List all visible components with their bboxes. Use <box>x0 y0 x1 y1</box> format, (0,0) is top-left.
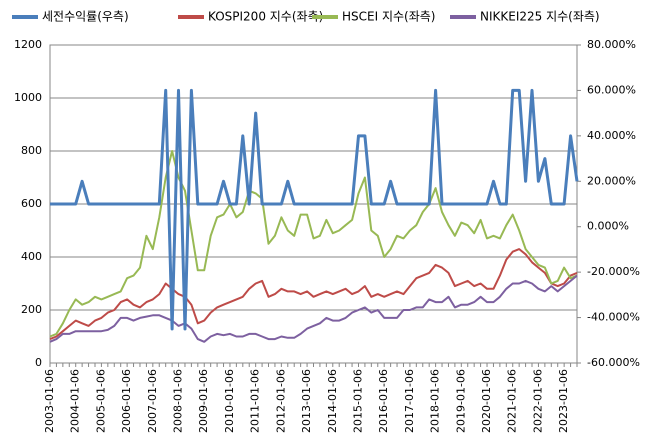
y2-tick-label: 40.000% <box>587 129 636 142</box>
y2-tick-label: 80.000% <box>587 38 636 51</box>
y2-tick-label: -40.000% <box>587 311 640 324</box>
series-line <box>49 274 578 343</box>
y2-tick-label: 20.000% <box>587 174 636 187</box>
x-tick-label: 2005-01-06 <box>94 369 107 433</box>
y2-tick-label: 60.000% <box>587 83 636 96</box>
legend-label: HSCEI 지수(좌측) <box>342 10 435 24</box>
series-line <box>50 88 579 331</box>
x-tick-label: 2014-01-06 <box>326 369 339 433</box>
legend-label: KOSPI200 지수(좌측) <box>208 10 323 24</box>
x-tick-label: 2007-01-06 <box>146 369 159 433</box>
x-tick-label: 2022-01-06 <box>531 369 544 433</box>
legend-label: 세전수익률(우측) <box>42 10 129 24</box>
x-tick-label: 2019-01-06 <box>454 369 467 433</box>
y-tick-label: 800 <box>21 144 42 157</box>
x-tick-label: 2012-01-06 <box>274 369 287 433</box>
x-tick-label: 2021-01-06 <box>506 369 519 433</box>
x-tick-label: 2009-01-06 <box>197 369 210 433</box>
y-tick-label: 0 <box>35 356 42 369</box>
x-tick-label: 2013-01-06 <box>300 369 313 433</box>
y2-tick-label: 0.000% <box>587 220 629 233</box>
x-tick-label: 2018-01-06 <box>429 369 442 433</box>
y-tick-label: 200 <box>21 303 42 316</box>
x-tick-label: 2015-01-06 <box>351 369 364 433</box>
y2-tick-label: -60.000% <box>587 356 640 369</box>
x-tick-label: 2023-01-06 <box>557 369 570 433</box>
y-tick-label: 1200 <box>14 38 42 51</box>
x-tick-label: 2010-01-06 <box>223 369 236 433</box>
x-tick-label: 2006-01-06 <box>120 369 133 433</box>
series-line <box>49 248 578 341</box>
legend-label: NIKKEI225 지수(좌측) <box>480 10 600 24</box>
x-tick-label: 2020-01-06 <box>480 369 493 433</box>
x-tick-label: 2017-01-06 <box>403 369 416 433</box>
x-tick-label: 2011-01-06 <box>249 369 262 433</box>
x-tick-label: 2016-01-06 <box>377 369 390 433</box>
y-tick-label: 600 <box>21 197 42 210</box>
x-tick-label: 2008-01-06 <box>172 369 185 433</box>
x-tick-label: 2003-01-06 <box>43 369 56 433</box>
y2-tick-label: -20.000% <box>587 265 640 278</box>
x-tick-label: 2004-01-06 <box>69 369 82 433</box>
y-tick-label: 400 <box>21 250 42 263</box>
series-line <box>49 150 578 338</box>
y-tick-label: 1000 <box>14 91 42 104</box>
